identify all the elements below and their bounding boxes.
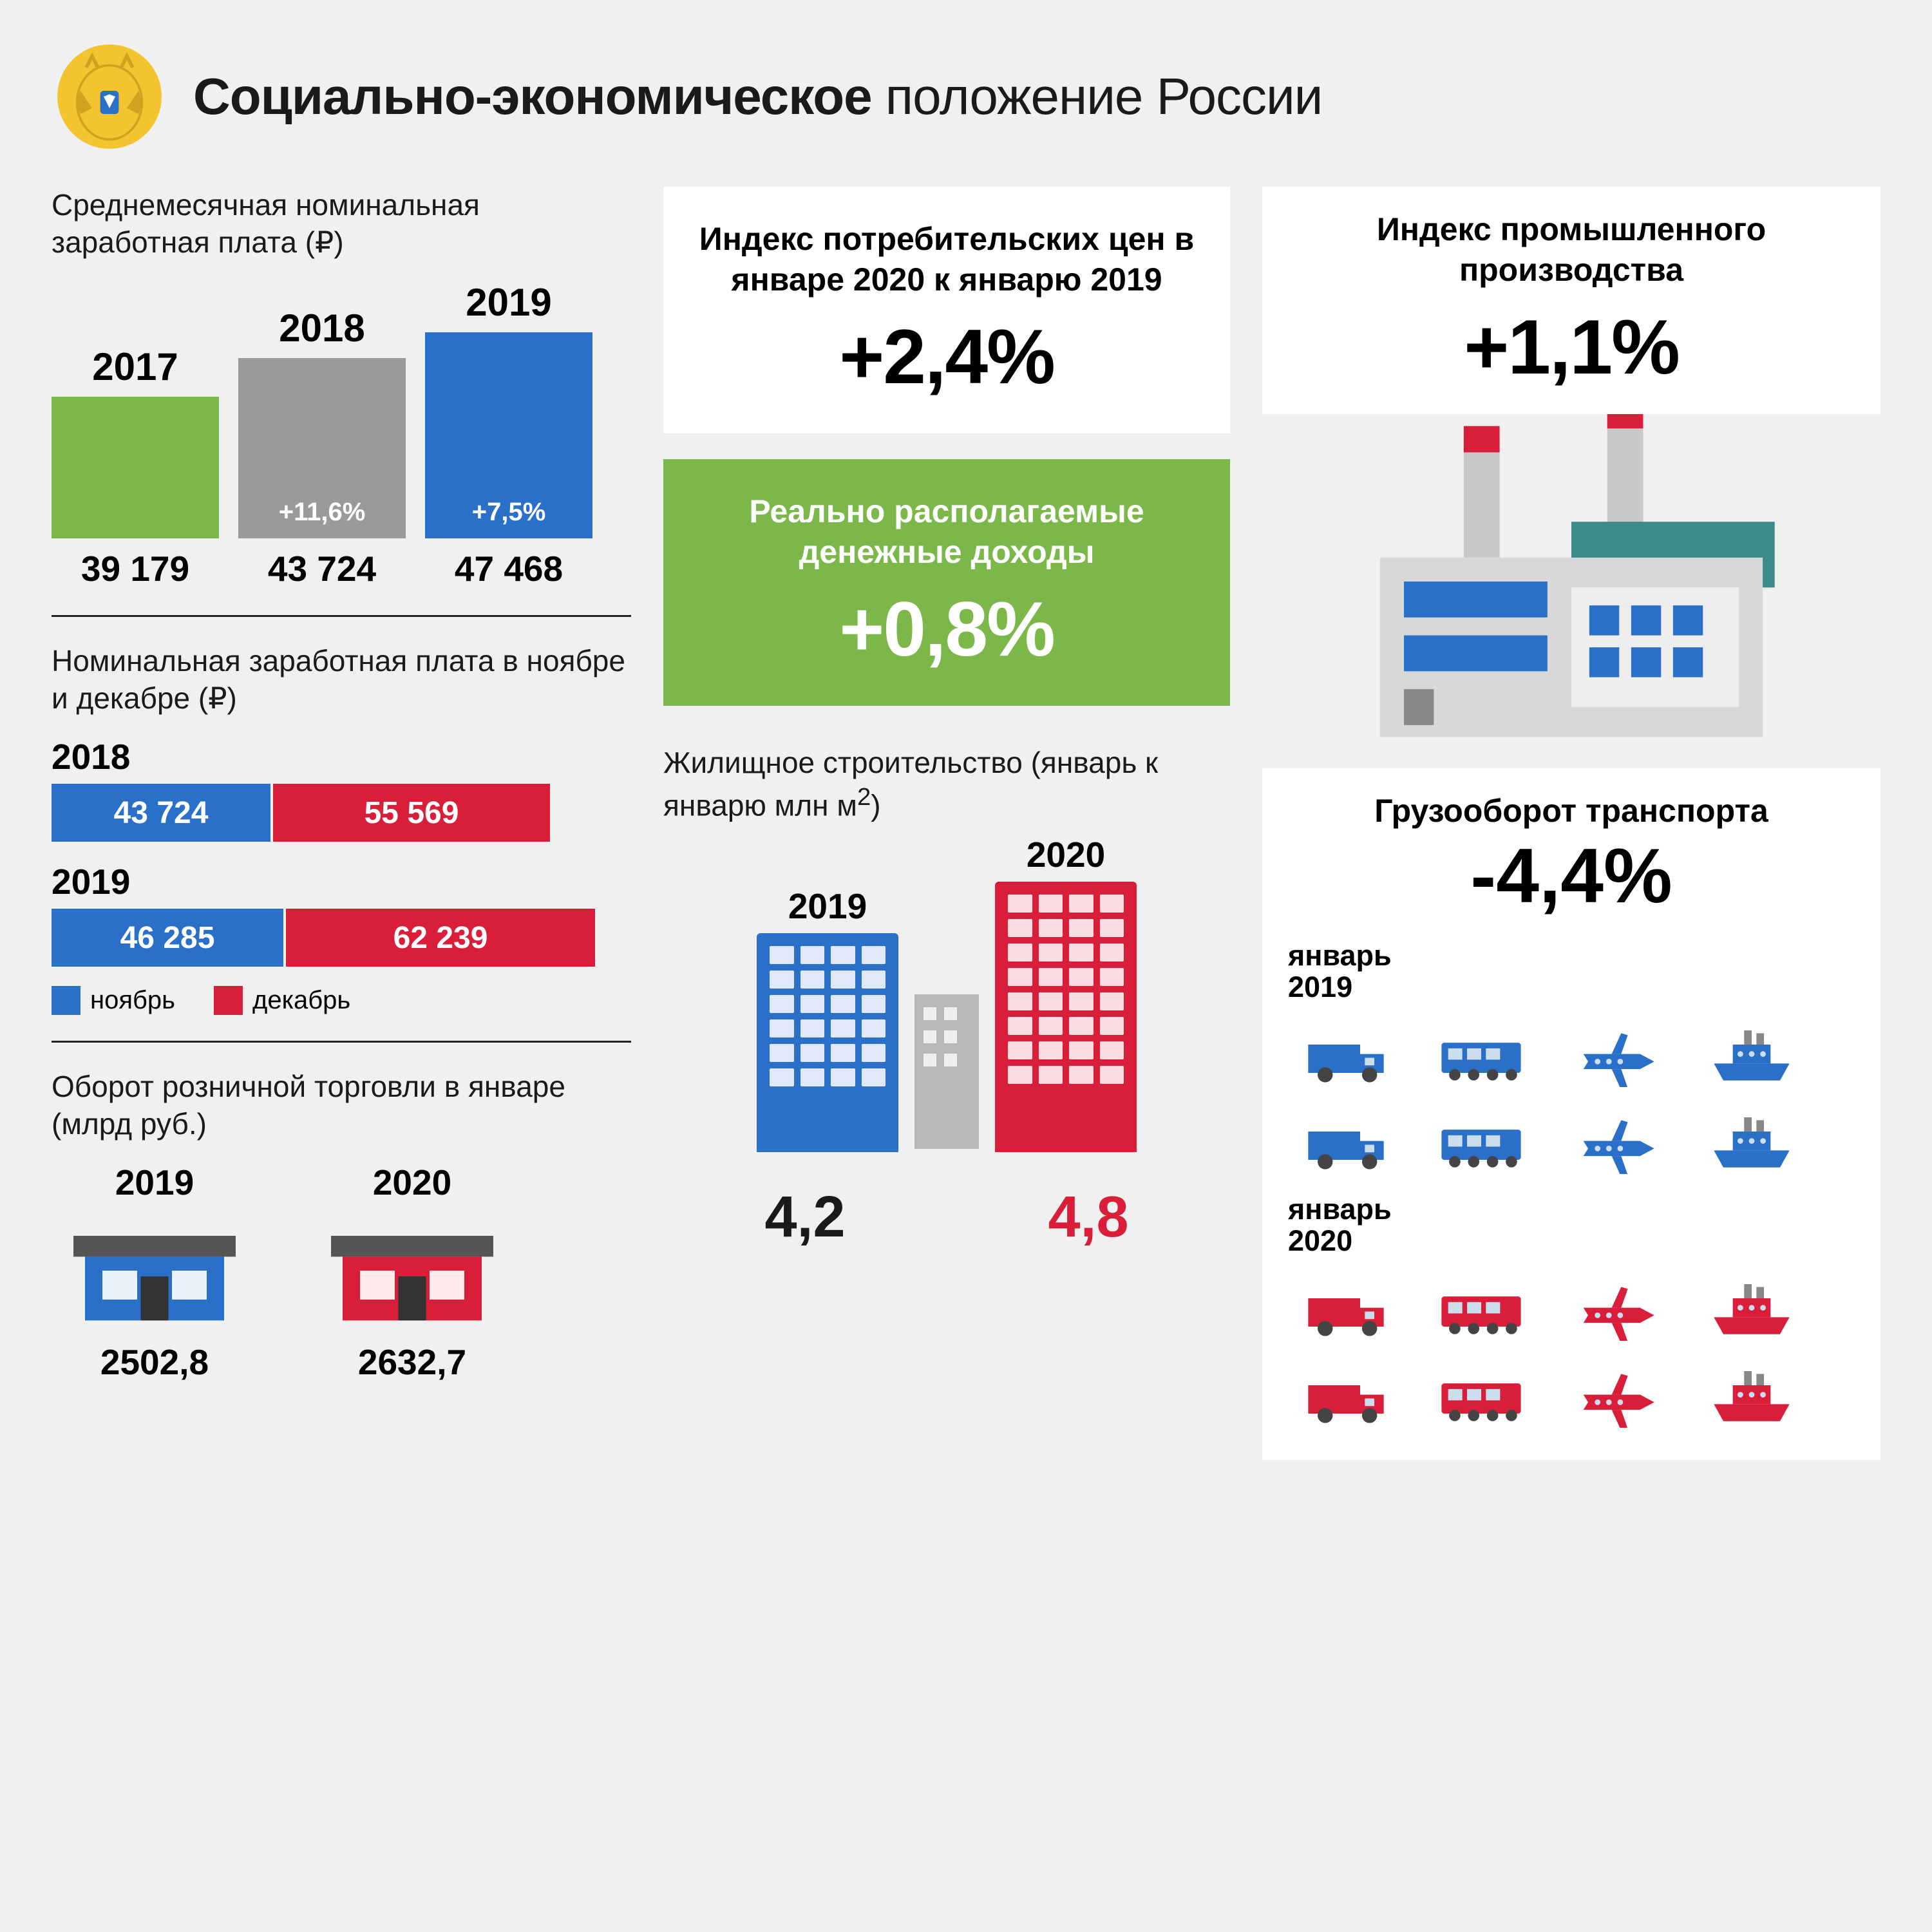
salary-bars: 201739 1792018+11,6%43 7242019+7,5%47 46… [52,280,631,589]
col-right: Индекс промышленного производства +1,1% [1262,187,1880,1460]
building: 2019 [757,886,898,1152]
freight-title: Грузооборот транспорта [1288,791,1855,831]
shops: 20192502,820202632,7 [52,1162,631,1383]
buildings: 20192020 [663,843,1230,1152]
legend-nov: ноябрь [52,986,175,1015]
industrial-title: Индекс промышленного производства [1282,209,1861,290]
retail-section: Оборот розничной торговли в январе (млрд… [52,1068,631,1383]
salary-bar: 2018+11,6%43 724 [238,306,406,589]
factory-icon [1314,414,1829,749]
train-icon [1423,1270,1539,1341]
plane-icon [1558,1270,1674,1341]
hbars: 201843 72455 569 201946 28562 239 [52,736,631,967]
truck-icon [1288,1357,1404,1428]
salary-novdec-title: Номинальная заработная плата в ноябре и … [52,643,631,717]
col-left: Среднемесячная номинальная заработная пл… [52,187,631,1511]
train-icon [1423,1357,1539,1428]
shop: 20192502,8 [52,1162,258,1383]
ship-icon [1694,1103,1810,1174]
shop: 20202632,7 [309,1162,515,1383]
industrial-box: Индекс промышленного производства +1,1% [1262,187,1880,414]
truck-icon [1288,1016,1404,1087]
divider [52,615,631,617]
industrial-value: +1,1% [1282,303,1861,392]
income-title: Реально располагаемые денежные доходы [689,491,1204,572]
salary-avg-section: Среднемесячная номинальная заработная пл… [52,187,631,589]
building-values: 4,24,8 [663,1165,1230,1251]
freight-period-1: январь2019 [1288,940,1855,1003]
transport-icons-2019 [1288,1016,1855,1174]
train-icon [1423,1103,1539,1174]
title-light: положение России [872,68,1323,125]
building: 2020 [995,834,1137,1152]
eagle-emblem-icon [52,39,167,155]
housing-section: Жилищное строительство (январь к январю … [663,744,1230,1251]
retail-title: Оборот розничной торговли в январе (млрд… [52,1068,631,1142]
income-value: +0,8% [689,585,1204,674]
hbar-row: 201843 72455 569 [52,736,631,842]
legend-dec: декабрь [214,986,350,1015]
ship-icon [1694,1016,1810,1087]
divider [52,1041,631,1043]
factory-illustration [1262,414,1880,749]
plane-icon [1558,1357,1674,1428]
cpi-title: Индекс потребительских цен в январе 2020… [689,219,1204,299]
cpi-value: +2,4% [689,312,1204,401]
transport-icons-2020 [1288,1270,1855,1428]
plane-icon [1558,1016,1674,1087]
ship-icon [1694,1357,1810,1428]
train-icon [1423,1016,1539,1087]
freight-period-2: январь2020 [1288,1193,1855,1257]
cpi-box: Индекс потребительских цен в январе 2020… [663,187,1230,433]
cpi-section: Индекс потребительских цен в январе 2020… [663,187,1230,1460]
title-bold: Социально-экономическое [193,68,872,125]
ship-icon [1694,1270,1810,1341]
hbar-row: 201946 28562 239 [52,861,631,967]
salary-bar: 201739 179 [52,345,219,589]
legend: ноябрь декабрь [52,986,631,1015]
plane-icon [1558,1103,1674,1174]
truck-icon [1288,1103,1404,1174]
housing-title: Жилищное строительство (январь к январю … [663,744,1230,824]
salary-bar: 2019+7,5%47 468 [425,280,592,589]
header: Социально-экономическое положение России [52,39,1880,155]
truck-icon [1288,1270,1404,1341]
salary-novdec-section: Номинальная заработная плата в ноябре и … [52,643,631,1015]
freight-box: Грузооборот транспорта -4,4% январь2019 … [1262,768,1880,1460]
freight-value: -4,4% [1288,831,1855,920]
salary-avg-title: Среднемесячная номинальная заработная пл… [52,187,631,261]
page-title: Социально-экономическое положение России [193,67,1322,126]
income-box: Реально располагаемые денежные доходы +0… [663,459,1230,706]
